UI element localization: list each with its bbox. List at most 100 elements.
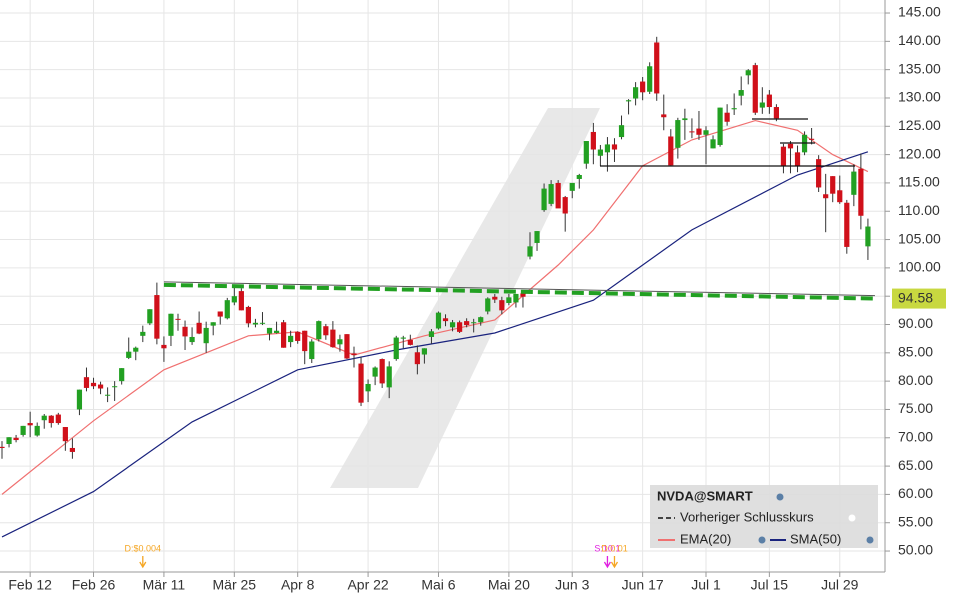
- grid: [0, 0, 885, 572]
- candle-body: [105, 394, 111, 396]
- candle-body: [358, 363, 364, 403]
- x-tick-label: Jun 17: [622, 577, 664, 593]
- x-tick-label: Mai 20: [488, 577, 530, 593]
- candle-body: [13, 437, 19, 441]
- candle-body: [83, 377, 90, 388]
- x-tick-label: Mär 11: [143, 577, 186, 593]
- legend-label: SMA(50): [790, 531, 841, 546]
- candle-body: [414, 352, 420, 365]
- candle-body: [407, 339, 413, 345]
- candle-body: [717, 107, 723, 145]
- candle-body: [34, 425, 40, 436]
- candle-body: [457, 322, 463, 332]
- event-arrow: [139, 556, 147, 569]
- x-tick-label: Feb 26: [72, 577, 116, 593]
- event-arrow: [610, 556, 619, 569]
- candle-body: [675, 120, 681, 148]
- candle-body: [562, 197, 568, 214]
- candle-body: [611, 144, 618, 150]
- x-tick-label: Jul 29: [821, 577, 859, 593]
- indicator-line: [1, 151, 869, 538]
- candle-body: [647, 66, 653, 92]
- legend-icon[interactable]: [848, 514, 856, 522]
- candle-body: [837, 190, 843, 203]
- candle-body: [858, 168, 864, 216]
- candle-body: [196, 322, 202, 334]
- x-tick-label: Apr 22: [347, 577, 388, 593]
- candle-body: [393, 337, 399, 360]
- candle-body: [421, 348, 427, 355]
- candle-body: [654, 42, 660, 94]
- x-tick-label: Jul 1: [691, 577, 721, 593]
- candle-body: [534, 231, 540, 243]
- candle-body: [506, 297, 512, 303]
- candle-body: [273, 330, 280, 334]
- trendline-thin: [163, 281, 875, 297]
- legend-symbol: NVDA@SMART: [657, 488, 753, 503]
- candle-body: [302, 330, 308, 352]
- legend-icon[interactable]: [776, 493, 784, 501]
- event-arrow: [603, 556, 611, 569]
- legend-icon[interactable]: [758, 536, 766, 544]
- candle-body: [231, 296, 237, 303]
- event-label: D:0.01: [601, 543, 628, 553]
- candle-body: [259, 322, 266, 324]
- candle-body: [224, 300, 230, 319]
- y-tick-label: 115.00: [898, 174, 940, 190]
- y-tick-label: 140.00: [898, 32, 941, 48]
- y-tick-label: 135.00: [898, 60, 941, 76]
- candle-body: [625, 100, 632, 102]
- candle-body: [27, 423, 33, 426]
- candle-body: [668, 136, 674, 166]
- candle-body: [309, 341, 315, 360]
- y-tick-label: 120.00: [898, 145, 941, 161]
- candle-body: [154, 295, 160, 339]
- candle-body: [182, 326, 188, 337]
- y-tick-label: 105.00: [898, 230, 941, 246]
- y-tick-label: 125.00: [898, 117, 941, 133]
- candle-body: [295, 331, 301, 341]
- candle-body: [365, 383, 371, 392]
- candle-body: [830, 176, 836, 194]
- candle-body: [245, 306, 251, 324]
- candle-body: [689, 131, 695, 133]
- candle-body: [569, 182, 575, 191]
- candle-body: [766, 94, 772, 108]
- candle-body: [20, 425, 26, 435]
- candle-body: [0, 446, 5, 448]
- candle-body: [780, 146, 787, 166]
- candle-body: [752, 65, 758, 113]
- legend: NVDA@SMART Vorheriger Schlusskurs EMA(20…: [650, 485, 878, 548]
- candle-body: [773, 107, 779, 119]
- value-label: 94.58: [898, 289, 933, 305]
- candle-body: [787, 143, 794, 149]
- candle-body: [499, 300, 505, 311]
- candle-body: [48, 415, 54, 424]
- x-tick-label: Jul 15: [751, 577, 789, 593]
- y-tick-label: 60.00: [898, 485, 933, 501]
- candle-body: [794, 152, 801, 167]
- candle-body: [823, 194, 829, 199]
- y-tick-label: 85.00: [898, 344, 933, 360]
- axes: 50.00 55.00 60.00 65.00 70.00 75.00 80.00 85.00…: [8, 4, 946, 593]
- candle-body: [865, 226, 871, 247]
- candle-body: [168, 313, 174, 336]
- y-tick-label: 65.00: [898, 457, 933, 473]
- candle-body: [428, 331, 435, 337]
- candle-body: [555, 182, 561, 209]
- candle-body: [316, 321, 322, 340]
- candle-body: [464, 321, 470, 326]
- candle-body: [442, 318, 449, 322]
- candle-body: [6, 437, 12, 445]
- candle-body: [745, 70, 751, 76]
- candle-body: [449, 322, 456, 328]
- x-tick-label: Apr 8: [281, 577, 315, 593]
- value-label-box: [892, 288, 946, 309]
- candle-body: [576, 174, 582, 179]
- candle-body: [126, 351, 132, 358]
- legend-icon[interactable]: [866, 536, 874, 544]
- x-tick-label: Jun 3: [555, 577, 589, 593]
- candle-body: [527, 246, 533, 257]
- candle-body: [703, 130, 709, 135]
